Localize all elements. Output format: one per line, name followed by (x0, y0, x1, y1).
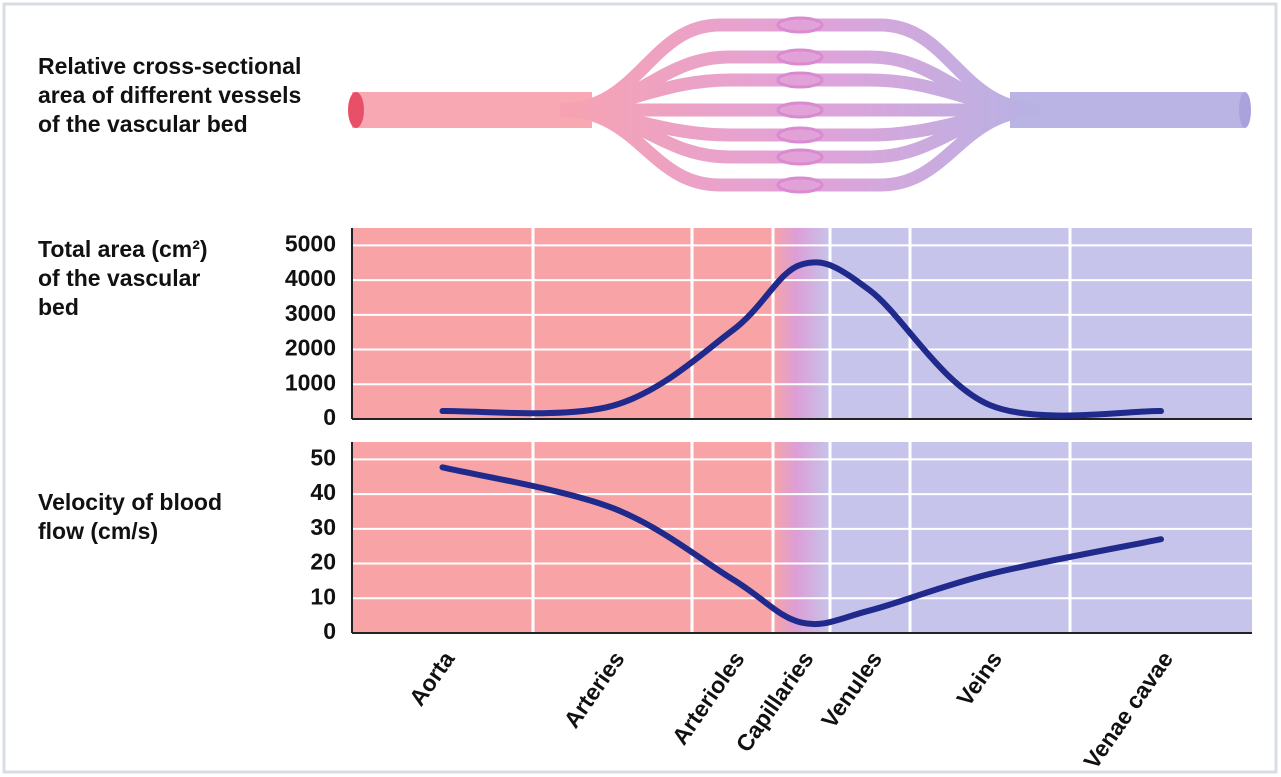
y-tick-label: 1000 (285, 369, 336, 395)
y-axis-title: Total area (cm²) of the vascular bed (38, 235, 208, 322)
y-tick-label: 4000 (285, 265, 336, 291)
x-tick-label: Venae cavae (1078, 646, 1178, 773)
x-tick-label: Venules (816, 646, 887, 732)
y-tick-label: 0 (323, 618, 336, 644)
y-axis-title: Velocity of blood flow (cm/s) (38, 488, 248, 546)
x-tick-label: Aorta (404, 646, 460, 710)
y-tick-label: 5000 (285, 230, 336, 256)
vessel-illustration (348, 18, 1251, 192)
x-tick-label: Veins (951, 646, 1007, 710)
y-tick-label: 10 (310, 583, 336, 609)
y-tick-label: 20 (310, 549, 336, 575)
y-tick-label: 3000 (285, 300, 336, 326)
page: 0 1000 2000 3000 4000 5000 0 10 20 30 40 50 Aorta Art… (0, 0, 1281, 777)
caption: Relative cross-sectional area of differe… (38, 52, 328, 139)
y-tick-label: 30 (310, 514, 336, 540)
x-tick-label: Arteries (558, 646, 629, 732)
plot-background (352, 442, 1252, 633)
plot-background (352, 228, 1252, 419)
y-tick-label: 40 (310, 479, 336, 505)
y-tick-label: 50 (310, 444, 336, 470)
y-tick-label: 0 (323, 404, 336, 430)
y-tick-label: 2000 (285, 335, 336, 361)
